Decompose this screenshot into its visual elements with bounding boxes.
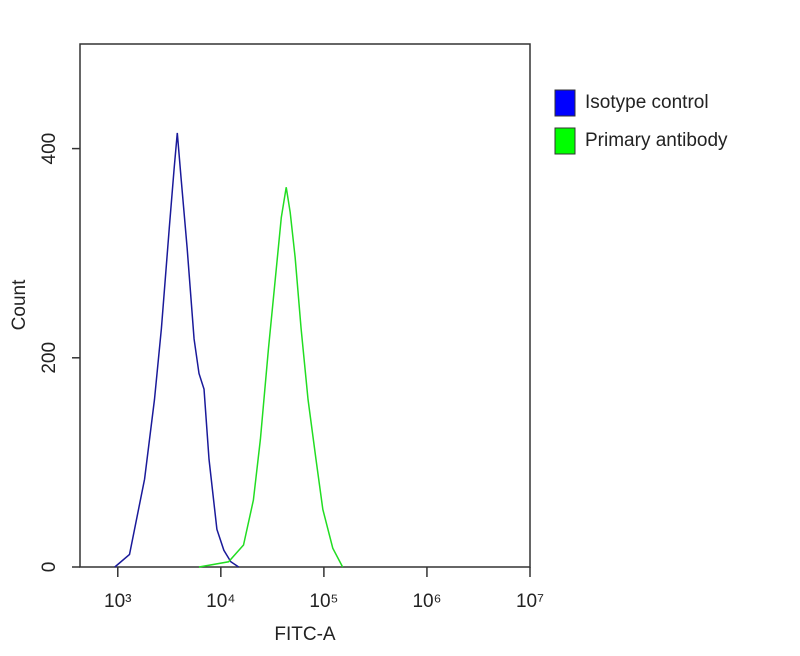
legend-label: Isotype control <box>585 92 709 113</box>
x-axis-label: FITC-A <box>274 624 336 645</box>
x-tick-label: 10⁵ <box>309 591 338 612</box>
y-tick-label: 400 <box>39 133 60 165</box>
x-tick-label: 10⁴ <box>206 591 235 612</box>
x-tick-label: 10⁶ <box>412 591 441 612</box>
plot-frame <box>79 43 531 568</box>
legend-swatch <box>554 127 576 155</box>
legend-swatch <box>554 89 576 117</box>
x-tick-label: 10³ <box>104 591 131 612</box>
y-tick-label: 200 <box>39 342 60 374</box>
x-tick-label: 10⁷ <box>516 591 544 612</box>
legend-label: Primary antibody <box>585 130 728 151</box>
y-tick-label: 0 <box>39 562 60 573</box>
y-axis-label: Count <box>9 279 30 330</box>
histogram-line <box>198 187 344 568</box>
histogram-line <box>114 132 240 568</box>
